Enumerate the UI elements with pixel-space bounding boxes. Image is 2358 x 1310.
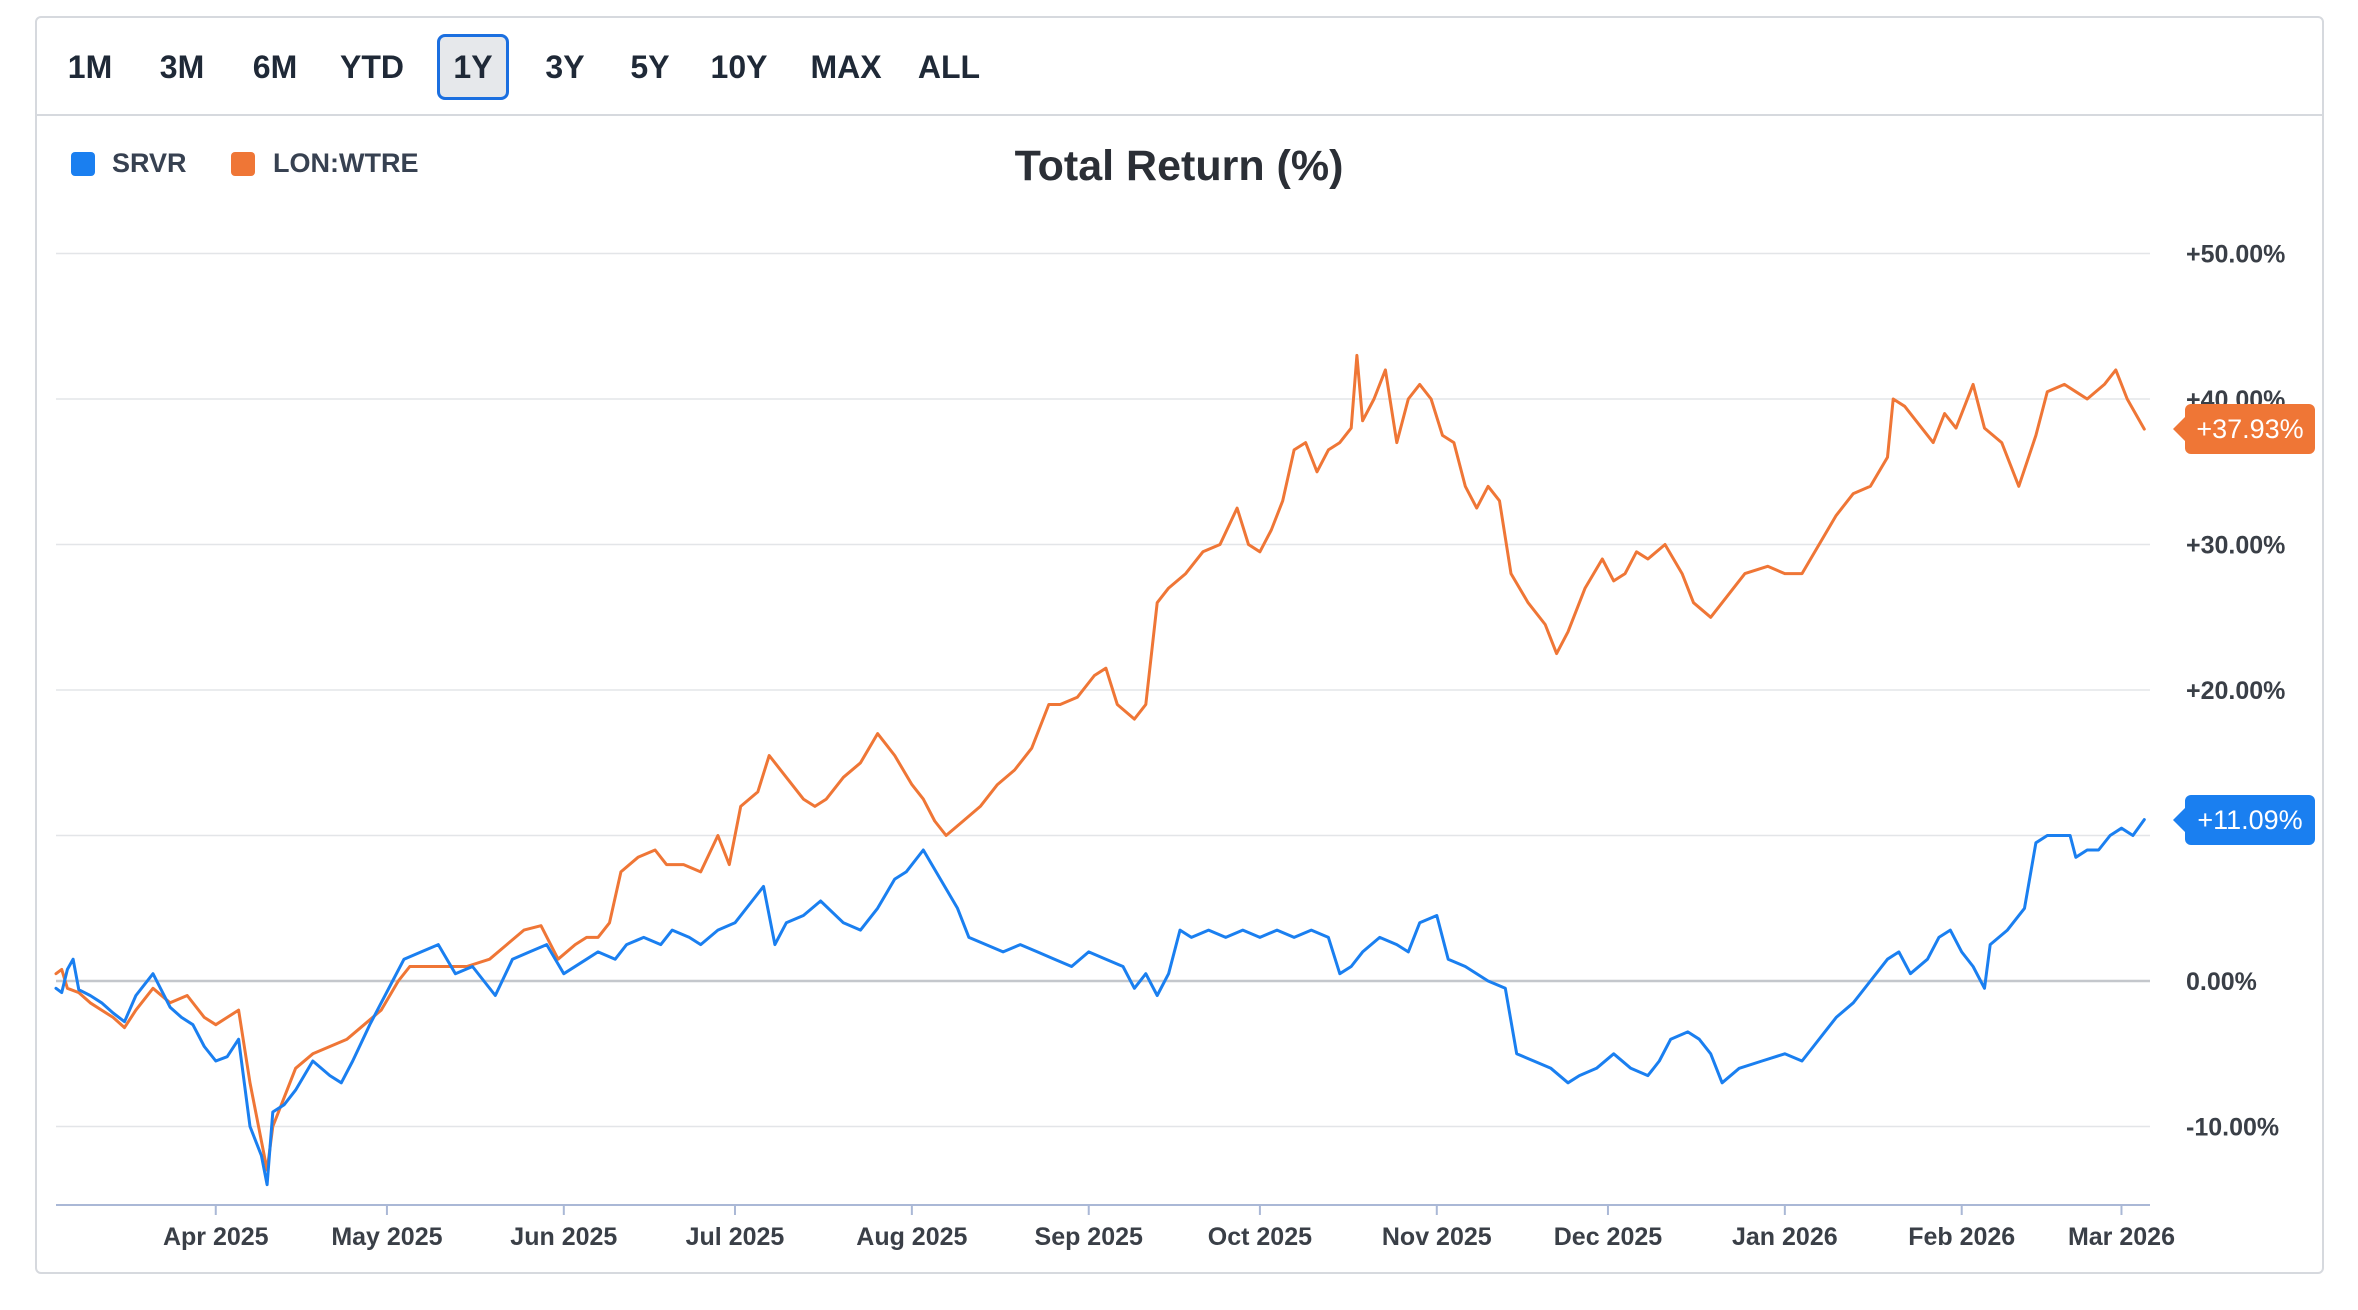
- x-tick-label: Mar 2026: [2068, 1223, 2175, 1251]
- y-tick-label: -10.00%: [2186, 1114, 2279, 1142]
- chart-title: Total Return (%): [1014, 142, 1344, 190]
- x-tick-label: Jan 2026: [1732, 1223, 1838, 1251]
- legend-swatch-srvr[interactable]: [71, 152, 95, 176]
- range-button-6m[interactable]: 6M: [252, 49, 298, 85]
- range-button-1y[interactable]: 1Y: [437, 34, 509, 100]
- range-button-max[interactable]: MAX: [810, 49, 882, 85]
- range-button-10y[interactable]: 10Y: [710, 49, 768, 85]
- y-tick-label: +30.00%: [2186, 532, 2285, 560]
- y-tick-label: +20.00%: [2186, 677, 2285, 705]
- chart-card: 1M 3M 6M YTD 1Y 3Y 5Y 10Y MAX ALL: [35, 16, 2324, 1274]
- x-tick-label: Jun 2025: [510, 1223, 617, 1251]
- range-button-ytd[interactable]: YTD: [340, 49, 404, 85]
- y-tick-label: 0.00%: [2186, 968, 2257, 996]
- range-button-3y[interactable]: 3Y: [545, 49, 585, 85]
- range-button-all[interactable]: ALL: [917, 49, 981, 85]
- range-button-3m[interactable]: 3M: [159, 49, 205, 85]
- legend-label-srvr[interactable]: SRVR: [112, 148, 187, 178]
- range-button-1m[interactable]: 1M: [67, 49, 113, 85]
- x-tick-label: Dec 2025: [1554, 1223, 1663, 1251]
- x-tick-label: May 2025: [331, 1223, 442, 1251]
- x-tick-label: Sep 2025: [1035, 1223, 1144, 1251]
- series-line-lon-wtre: [54, 353, 2146, 1172]
- legend-label-wtre[interactable]: LON:WTRE: [273, 148, 419, 178]
- x-tick-label: Oct 2025: [1208, 1223, 1312, 1251]
- end-value-badge-wtre: +37.93%: [2173, 404, 2315, 455]
- time-range-selector: 1M 3M 6M YTD 1Y 3Y 5Y 10Y MAX ALL: [37, 18, 2322, 116]
- legend-swatch-wtre[interactable]: [231, 152, 255, 176]
- range-button-5y[interactable]: 5Y: [630, 49, 670, 85]
- x-tick-label: Feb 2026: [1908, 1223, 2015, 1251]
- series-line-srvr: [54, 818, 2146, 1187]
- x-tick-label: Nov 2025: [1382, 1223, 1492, 1251]
- x-tick-label: Apr 2025: [163, 1223, 269, 1251]
- x-tick-label: Jul 2025: [686, 1223, 785, 1251]
- y-tick-label: +50.00%: [2186, 241, 2285, 269]
- end-value-badge-srvr: +11.09%: [2173, 794, 2315, 845]
- x-tick-label: Aug 2025: [856, 1223, 967, 1251]
